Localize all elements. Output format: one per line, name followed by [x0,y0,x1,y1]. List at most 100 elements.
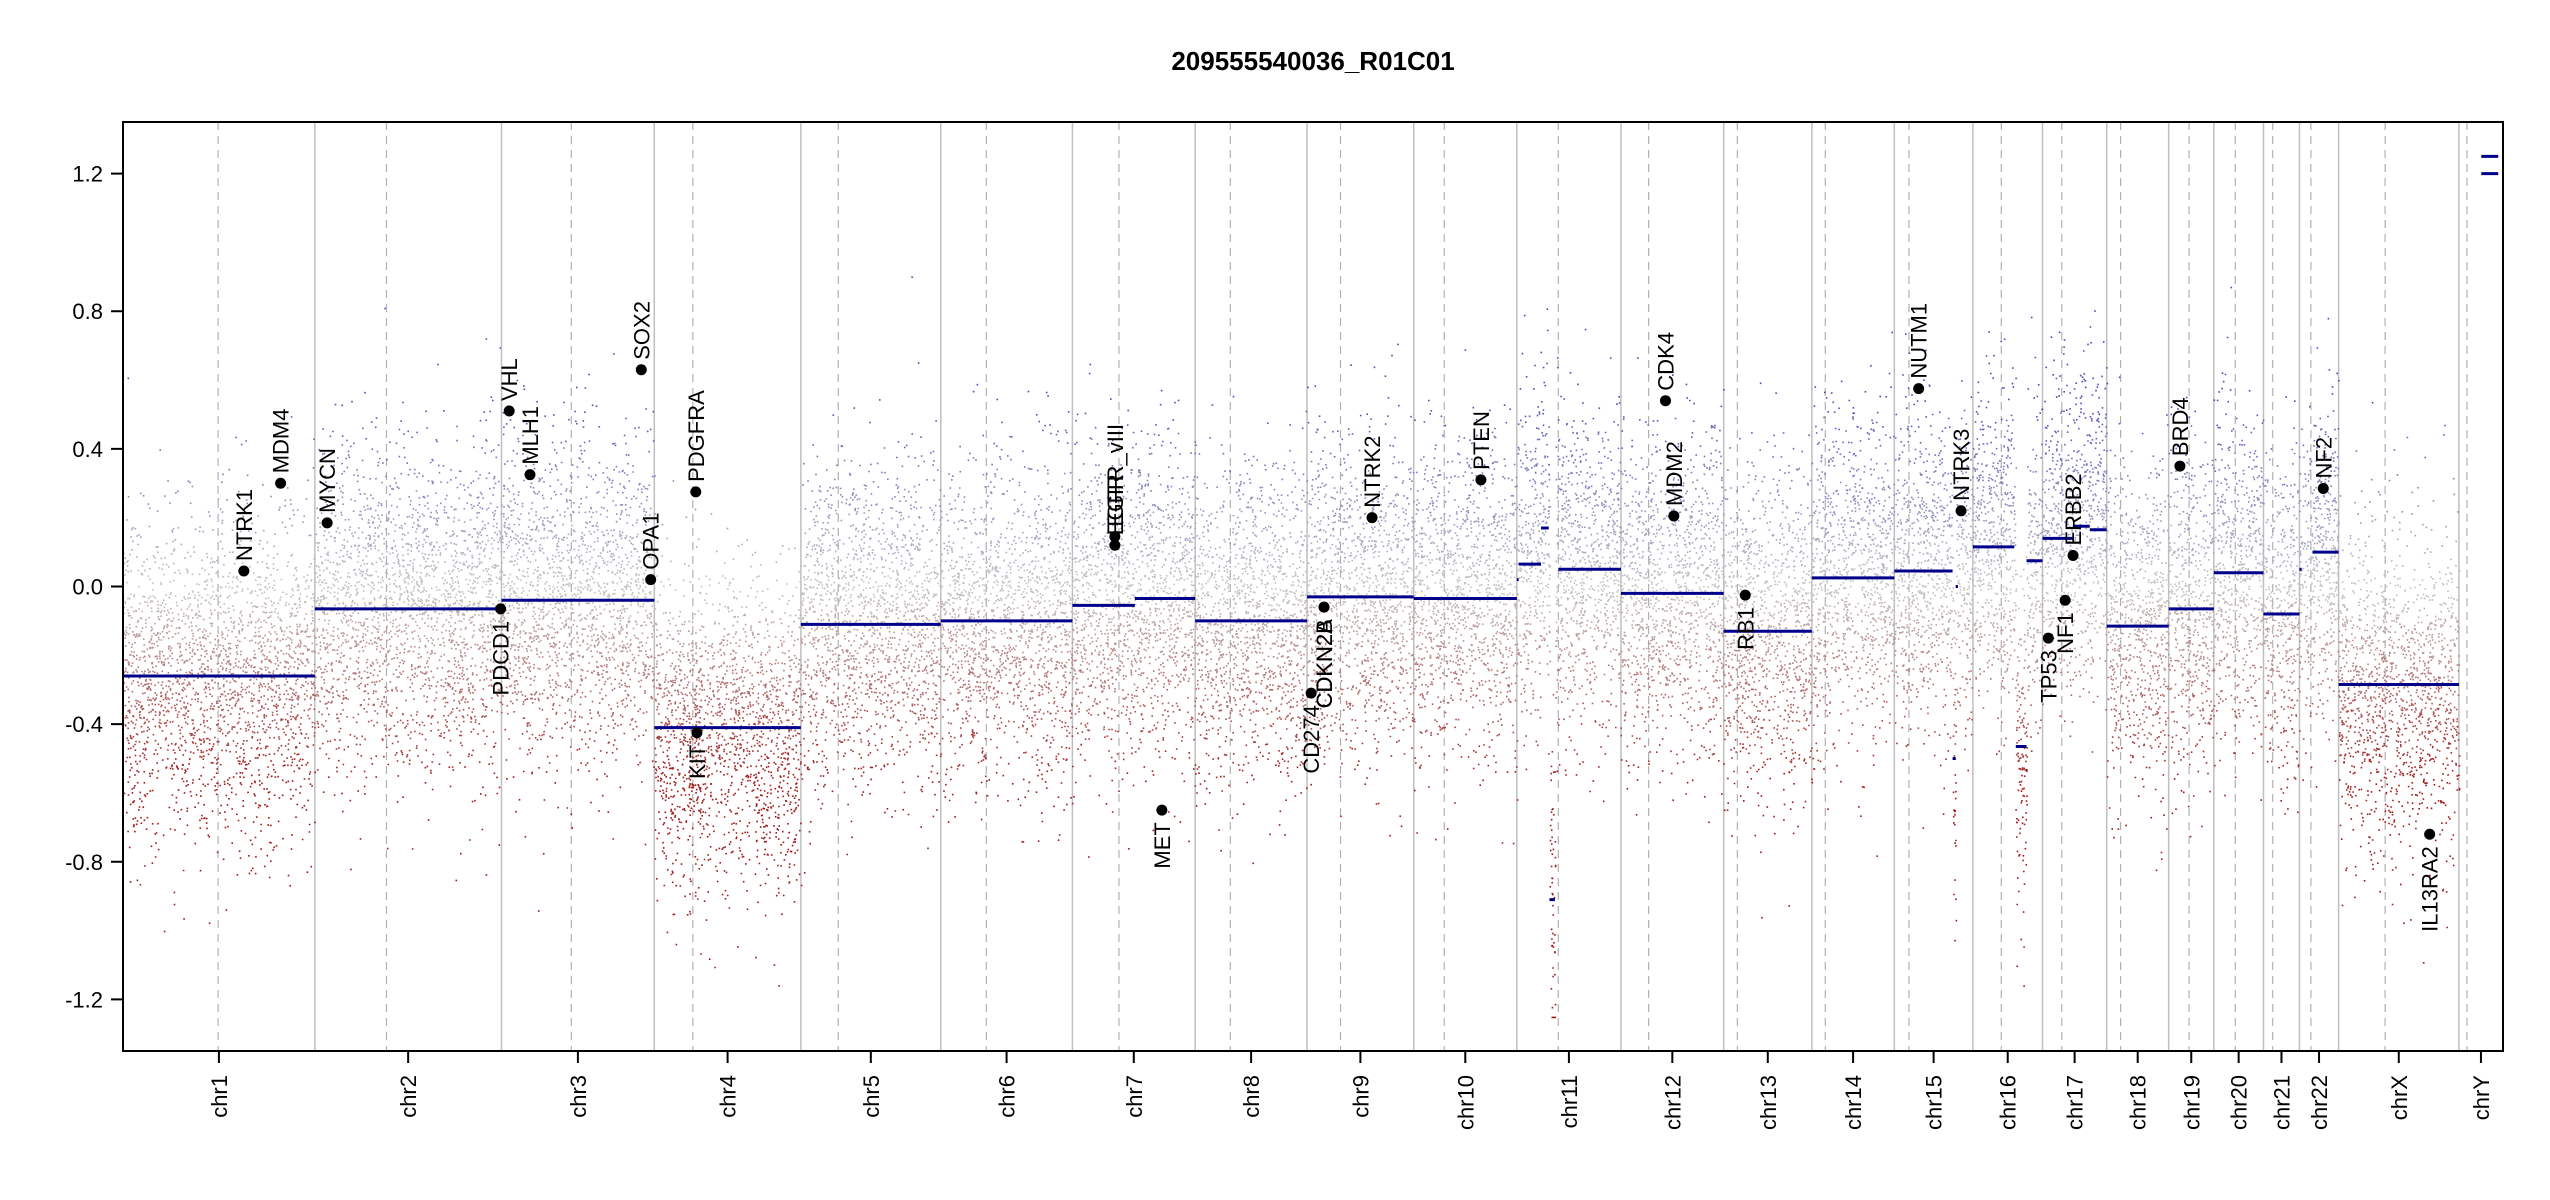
x-tick-label: chr15 [1922,1075,1947,1130]
probe-point-cluster [137,666,2452,669]
x-tick-label: chr10 [1453,1075,1478,1130]
gene-label: ERBB2 [2061,473,2086,545]
probe-point-cluster [133,593,2436,596]
probe-point-cluster [125,629,2459,633]
probe-point-cluster [346,465,2337,469]
gene-label: RB1 [1733,607,1758,650]
probe-point-cluster [173,549,2386,553]
x-tick-label: chr3 [566,1075,591,1118]
probe-point-cluster [128,741,2450,745]
probe-point-cluster [144,683,2448,686]
probe-point-cluster [136,675,2449,678]
x-tick-label: chr11 [1557,1075,1582,1128]
probe-point-cluster [322,427,2340,431]
probe-point-cluster [163,599,2186,602]
x-tick-label: chr5 [859,1075,884,1118]
probe-point-cluster [135,701,2452,705]
gene-marker [1305,687,1317,699]
probe-point-cluster [171,765,2416,768]
probe-point-cluster [865,499,1847,502]
probe-point-cluster [135,668,2453,671]
probe-point-cluster [215,762,2457,765]
y-tick-label: 0.8 [72,299,103,324]
gene-label: CDKN2A [1312,619,1337,709]
probe-point-cluster [228,468,2312,472]
y-tick-label: -1.2 [65,987,103,1012]
probe-point-cluster [132,715,2437,718]
probe-point-cluster [129,627,2436,630]
gene-label: KIT [685,745,710,779]
probe-point-cluster [123,670,2451,674]
gene-marker [2067,550,2079,562]
gene-marker [524,469,536,481]
probe-point-cluster [328,484,2333,488]
probe-point-cluster [128,709,2452,712]
x-axis: chr1 chr2 chr3 chr4 chr5 chr6 chr7 chr8 chr9 chr1… [207,1051,2494,1130]
probe-point-cluster [288,516,2329,521]
probe-point-cluster [505,423,2245,427]
probe-point-cluster [143,596,2453,599]
probe-point-cluster [152,697,2443,700]
probe-point-cluster [126,581,2453,585]
probe-point-cluster [131,527,2433,531]
probe-point-cluster [146,557,2452,561]
probe-point-cluster [350,445,2315,448]
probe-point-cluster [165,594,2419,597]
gene-label: MDM4 [269,408,294,473]
x-tick-label: chr4 [716,1075,741,1118]
x-tick-label: chr19 [2179,1075,2204,1130]
gene-marker [503,405,515,417]
gene-label: MET [1150,822,1175,868]
probe-point-cluster [341,471,2322,475]
gene-marker [2059,594,2071,606]
probe-points [123,276,2461,1019]
probe-point-cluster [129,552,2302,556]
gene-markers: NTRK1 MDM4 MYCN PDCD1 VHL MLH1 SOX2 OPA1 PDGFRA K… [232,301,2443,932]
probe-point-cluster [400,420,1695,423]
probe-point-cluster [127,276,2340,399]
gene-marker [645,574,657,586]
probe-point-cluster [296,678,2430,680]
x-tick-label: chr8 [1239,1075,1264,1118]
probe-point-cluster [284,504,2420,508]
y-tick-label: 0.4 [72,437,103,462]
probe-point-cluster [123,562,2361,565]
probe-point-cluster [155,545,2443,549]
probe-point-cluster [398,454,2324,458]
probe-point-cluster [124,669,2460,673]
gene-label: OPA1 [639,513,664,570]
y-axis: -1.2 -0.8 -0.4 0.0 0.4 0.8 1.2 [65,162,123,1012]
gene-label: NTRK3 [1949,429,1974,501]
gene-label: BRD4 [2168,397,2193,456]
probe-point-cluster [129,736,2455,739]
probe-point-cluster [232,576,2441,580]
probe-point-cluster [127,597,2455,600]
probe-point-cluster [165,602,2454,606]
y-tick-label: -0.4 [65,712,103,737]
probe-point-cluster [140,682,2355,686]
probe-point-cluster [127,570,2461,574]
probe-point-cluster [130,592,2425,596]
gene-marker [1668,510,1680,522]
probe-point-cluster [126,560,2340,564]
gene-label: NF1 [2053,612,2078,654]
probe-point-cluster [134,722,2442,726]
probe-point-cluster [525,421,2264,425]
probe-point-cluster [136,769,2454,773]
probe-point-cluster [142,752,2423,755]
probe-point-cluster [323,452,2296,455]
probe-point-cluster [251,589,2406,592]
probe-point-cluster [235,435,2409,439]
probe-point-cluster [209,513,2373,517]
probe-point-cluster [127,721,2452,725]
probe-point-cluster [131,642,2456,646]
probe-point-cluster [142,685,2443,688]
probe-point-cluster [169,649,2452,653]
probe-point-cluster [361,459,2335,463]
x-tick-label: chr1 [207,1075,232,1118]
probe-point-cluster [174,751,2453,754]
x-tick-label: chr13 [1756,1075,1781,1130]
probe-point-cluster [129,711,2452,715]
probe-point-cluster [245,438,2316,442]
